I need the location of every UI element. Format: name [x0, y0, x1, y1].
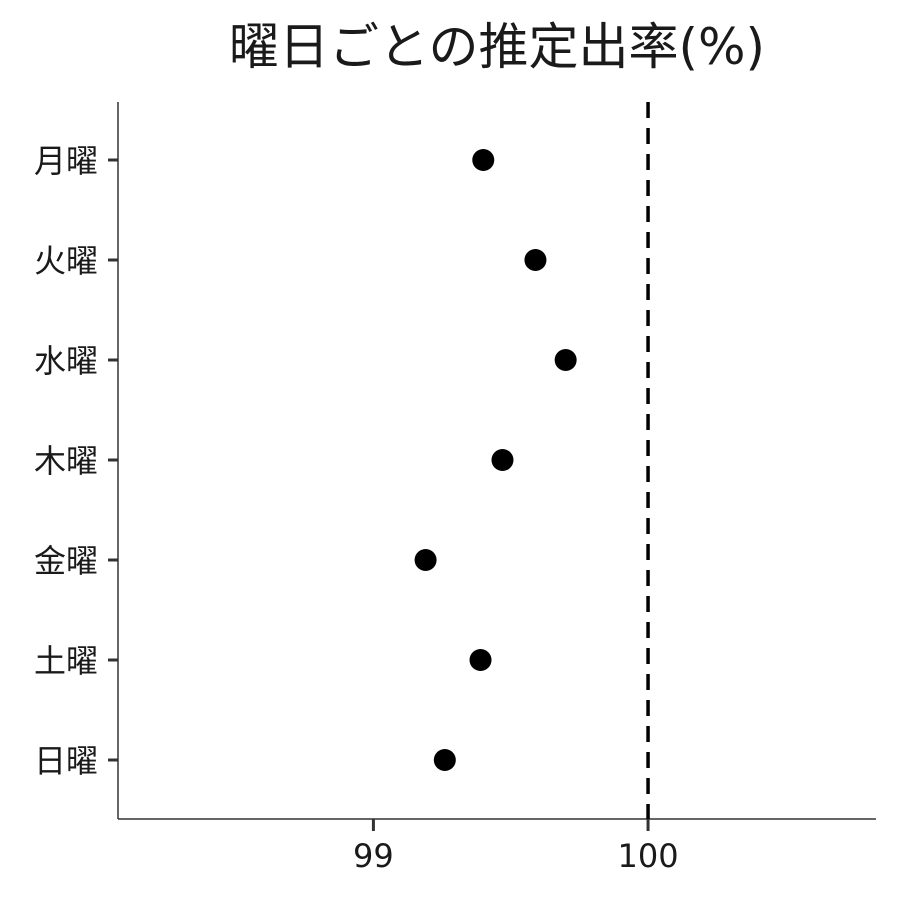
data-points — [414, 149, 577, 771]
y-tick-label: 木曜 — [34, 442, 98, 480]
x-axis-ticks: 99 100 — [353, 819, 679, 875]
chart-title: 曜日ごとの推定出率(%) — [229, 18, 765, 76]
data-point — [472, 149, 495, 171]
y-tick-label: 水曜 — [34, 342, 98, 380]
x-tick-label: 99 — [353, 837, 394, 875]
data-point — [491, 449, 514, 471]
y-tick-label: 日曜 — [34, 742, 98, 780]
data-point — [524, 249, 547, 271]
y-tick-label: 火曜 — [34, 242, 98, 280]
data-point — [433, 749, 456, 771]
y-tick-label: 土曜 — [34, 642, 98, 680]
data-point — [414, 549, 437, 571]
y-tick-label: 金曜 — [34, 542, 98, 580]
data-point — [554, 349, 577, 371]
data-point — [469, 649, 492, 671]
y-tick-label: 月曜 — [34, 142, 98, 180]
x-tick-label: 100 — [618, 837, 679, 875]
